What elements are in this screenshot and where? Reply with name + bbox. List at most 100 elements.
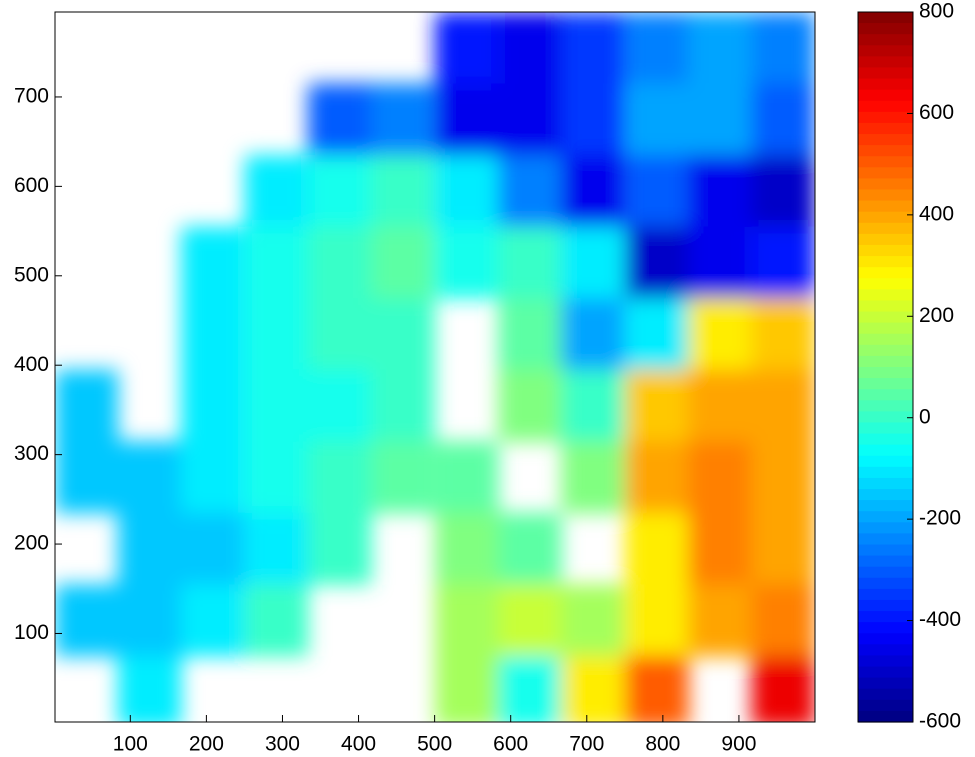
colorbar-step	[858, 167, 913, 180]
colorbar-step	[858, 189, 913, 202]
colorbar-step	[858, 477, 913, 490]
cell	[180, 441, 245, 514]
colorbar-step	[858, 511, 913, 523]
cell	[117, 655, 182, 722]
colorbar-step	[858, 577, 913, 590]
cell	[307, 298, 372, 371]
cell	[180, 584, 245, 657]
cell	[117, 512, 182, 585]
cell	[625, 655, 689, 722]
cell	[625, 155, 689, 228]
colorbar-frame	[857, 11, 914, 723]
colorbar-tick-label: 600	[919, 101, 954, 124]
cell	[751, 12, 815, 85]
colorbar-step	[858, 178, 913, 191]
cells	[55, 12, 815, 722]
colorbar-step	[858, 544, 913, 557]
colorbar-step	[858, 267, 913, 279]
colorbar-step	[858, 34, 913, 46]
colorbar-step	[858, 500, 913, 512]
colorbar-step	[858, 533, 913, 546]
cell	[117, 441, 182, 514]
colorbar-tick-label: 0	[919, 405, 931, 428]
cell	[498, 12, 562, 85]
cell	[498, 584, 562, 657]
colorbar-step	[858, 311, 913, 324]
cell	[244, 369, 309, 442]
cell	[498, 298, 562, 371]
cell	[498, 512, 562, 585]
colorbar-tick-label: 400	[919, 202, 954, 225]
cell	[625, 226, 689, 299]
y-tick-label: 200	[14, 532, 49, 555]
cell	[498, 369, 562, 442]
colorbar-step	[858, 522, 913, 535]
colorbar-step	[858, 655, 913, 668]
cell	[180, 369, 245, 442]
colorbar-step	[858, 466, 913, 479]
colorbar-tick-label: -600	[919, 710, 961, 733]
cell	[435, 655, 499, 722]
cell	[688, 12, 752, 85]
colorbar-step	[858, 455, 913, 468]
colorbar-step	[858, 89, 913, 102]
cell	[244, 512, 309, 585]
x-tick-label: 300	[265, 733, 300, 756]
x-tick-label: 600	[493, 733, 528, 756]
cell	[688, 441, 752, 514]
colorbar-step	[858, 111, 913, 124]
colorbar-step	[858, 344, 913, 357]
colorbar-step	[858, 156, 913, 168]
colorbar-step	[858, 566, 913, 579]
colorbar-step	[858, 222, 913, 235]
y-tick-label: 600	[14, 174, 49, 197]
cell	[561, 369, 625, 442]
colorbar-step	[858, 134, 913, 146]
cell	[561, 155, 625, 228]
cell	[625, 441, 689, 514]
cell	[751, 584, 815, 657]
colorbar-step	[858, 233, 913, 246]
colorbar-tick-label: -200	[919, 507, 961, 530]
colorbar-step	[858, 633, 913, 645]
colorbar-step	[858, 200, 913, 213]
x-tick-label: 200	[189, 733, 224, 756]
cell	[561, 584, 625, 657]
cell	[688, 584, 752, 657]
cell	[117, 584, 182, 657]
cell	[55, 369, 119, 442]
colorbar-step	[858, 444, 913, 457]
cell	[435, 226, 499, 299]
colorbar-step	[858, 588, 913, 601]
x-tick-label: 900	[721, 733, 756, 756]
colorbar-tick-label: -400	[919, 608, 961, 631]
cell	[498, 226, 562, 299]
cell	[244, 155, 309, 228]
cell	[371, 83, 435, 156]
cell	[180, 512, 245, 585]
colorbar-step	[858, 278, 913, 290]
colorbar-step	[858, 666, 913, 679]
colorbar-step	[858, 555, 913, 568]
cell	[625, 298, 689, 371]
cell	[751, 298, 815, 371]
cell	[688, 512, 752, 585]
colorbar-step	[858, 333, 913, 346]
colorbar-step	[858, 599, 913, 612]
cell	[751, 155, 815, 228]
cell	[244, 441, 309, 514]
cell	[688, 369, 752, 442]
colorbar-step	[858, 677, 913, 690]
cell	[371, 226, 435, 299]
colorbar-step	[858, 688, 913, 701]
colorbar-step	[858, 100, 913, 113]
cell	[751, 655, 815, 722]
cell	[498, 155, 562, 228]
cell	[435, 512, 499, 585]
cell	[435, 155, 499, 228]
y-tick-label: 400	[14, 353, 49, 376]
cell	[688, 83, 752, 156]
cell	[307, 369, 372, 442]
cell	[371, 441, 435, 514]
